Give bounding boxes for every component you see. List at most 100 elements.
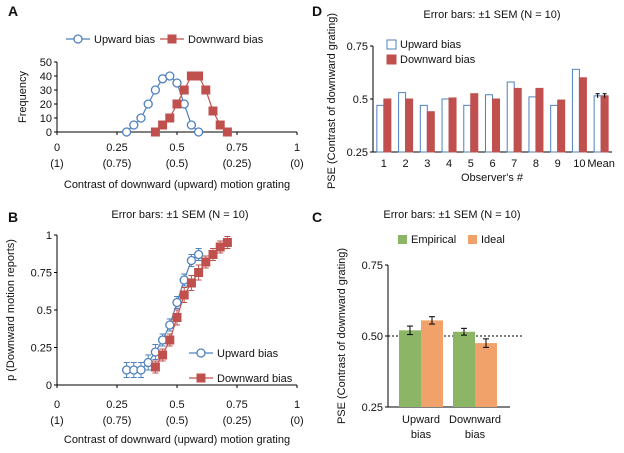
panel-letter-d: D <box>312 3 322 19</box>
d-y-tick-label: 0.75 <box>347 41 368 53</box>
d-x-tick-label: 8 <box>533 158 539 170</box>
b-point <box>172 313 182 322</box>
a-legend-text: Upward bias <box>94 34 156 46</box>
c-x-tick-label: bias <box>465 429 486 441</box>
a-x-tick-label: 0 <box>54 142 60 154</box>
b-point <box>150 362 160 372</box>
a-y-tick-label: 30 <box>40 85 52 97</box>
a-point <box>143 99 153 109</box>
a-x-label: Contrast of downward (upward) motion gra… <box>64 179 290 191</box>
b-point <box>179 290 189 300</box>
d-bar-upward <box>441 98 450 153</box>
c-bar-ideal <box>421 320 443 407</box>
b-y-tick-label: 1 <box>46 230 52 242</box>
b-point <box>201 257 211 267</box>
d-x-tick-label: 9 <box>555 158 561 170</box>
b-y-tick-label: 0 <box>46 380 52 392</box>
a-x-tick-sublabel: (0.5) <box>166 158 189 170</box>
a-x-tick-label: 0.5 <box>169 142 184 154</box>
b-y-tick-label: 0.5 <box>37 305 52 317</box>
b-x-tick-sublabel: (0.75) <box>103 415 132 427</box>
a-y-tick-label: 20 <box>40 99 52 111</box>
a-point <box>172 78 182 88</box>
b-x-tick-label: 0 <box>54 399 60 411</box>
c-y-tick-label: 0.25 <box>362 402 383 414</box>
d-bar-downward <box>492 98 500 153</box>
a-point <box>194 71 204 81</box>
b-y-label: p (Downward motion reports) <box>5 239 17 381</box>
a-point <box>165 71 175 81</box>
b-x-tick-label: 0.5 <box>169 399 184 411</box>
c-legend-text: Ideal <box>481 234 505 246</box>
b-legend-marker <box>196 348 206 358</box>
b-y-tick-label: 0.25 <box>31 343 52 355</box>
a-y-tick-label: 40 <box>40 71 52 83</box>
d-bar-upward <box>398 92 407 153</box>
c-y-tick-label: 0.50 <box>362 331 383 343</box>
panel-letter-b: B <box>8 209 18 225</box>
b-point <box>165 335 175 345</box>
d-bar-downward <box>578 77 587 153</box>
d-x-tick-label: 2 <box>403 158 409 170</box>
d-x-tick-label: 7 <box>511 158 517 170</box>
b-point <box>172 297 182 308</box>
a-point <box>186 120 197 130</box>
a-y-tick-label: 10 <box>40 113 52 125</box>
b-x-tick-label: 0.25 <box>106 399 127 411</box>
d-x-tick-label: 4 <box>446 158 452 170</box>
c-legend-swatch-empirical <box>398 235 407 244</box>
a-point <box>222 127 232 137</box>
d-y-tick-label: 0.25 <box>347 147 368 159</box>
b-x-tick-label: 1 <box>294 399 300 411</box>
a-point <box>172 99 182 109</box>
a-point <box>215 120 225 130</box>
a-x-tick-sublabel: (0.75) <box>103 158 132 170</box>
b-title: Error bars: ±1 SEM (N = 10) <box>111 209 248 221</box>
b-legend-marker <box>196 373 206 383</box>
c-bar-empirical <box>453 331 475 407</box>
c-y-tick-label: 0.75 <box>362 260 383 272</box>
d-x-label: Observer's # <box>461 172 524 184</box>
b-x-tick-sublabel: (0) <box>290 415 303 427</box>
d-bar-upward <box>419 104 428 153</box>
d-y-label: PSE (Contrast of downward grating) <box>326 13 338 189</box>
d-bar-upward <box>571 68 580 153</box>
a-point <box>165 113 175 123</box>
a-x-tick-sublabel: (0.25) <box>223 158 252 170</box>
b-point <box>186 255 197 266</box>
d-bar-downward <box>600 95 609 153</box>
b-point <box>158 350 168 360</box>
a-y-tick-label: 50 <box>40 57 52 69</box>
d-x-tick-label: 10 <box>573 158 585 170</box>
c-bar-ideal <box>475 343 497 407</box>
d-y-tick-label: 0.5 <box>353 94 368 106</box>
d-x-tick-label: Mean <box>587 158 615 170</box>
d-legend-swatch-downward <box>386 54 397 65</box>
b-point <box>165 320 175 330</box>
c-title: Error bars: ±1 SEM (N = 10) <box>383 209 520 221</box>
a-legend-marker <box>167 34 177 44</box>
d-legend-text: Upward bias <box>400 39 462 51</box>
c-y-label: PSE (Contrast of downward grating) <box>336 248 348 424</box>
a-point <box>208 106 218 116</box>
d-bar-downward <box>535 87 544 153</box>
c-x-tick-label: Downward <box>449 414 501 426</box>
a-point <box>136 113 146 123</box>
d-bar-upward <box>506 81 515 153</box>
b-x-label: Contrast of downward (upward) motion gra… <box>64 434 290 446</box>
c-legend-swatch-ideal <box>468 235 477 244</box>
c-x-tick-label: bias <box>411 429 432 441</box>
a-point <box>121 127 132 137</box>
d-bar-upward <box>463 104 472 153</box>
a-x-tick-sublabel: (1) <box>50 158 63 170</box>
panel-letter-a: A <box>8 3 18 19</box>
d-bar-downward <box>513 87 522 153</box>
a-point <box>179 85 189 95</box>
d-bar-downward <box>470 93 479 153</box>
b-y-tick-label: 0.75 <box>31 268 52 280</box>
d-legend-swatch-upward <box>386 39 397 50</box>
d-bar-upward <box>528 96 537 153</box>
d-bar-downward <box>448 97 457 153</box>
a-x-tick-sublabel: (0) <box>290 158 303 170</box>
b-x-tick-label: 0.75 <box>226 399 247 411</box>
